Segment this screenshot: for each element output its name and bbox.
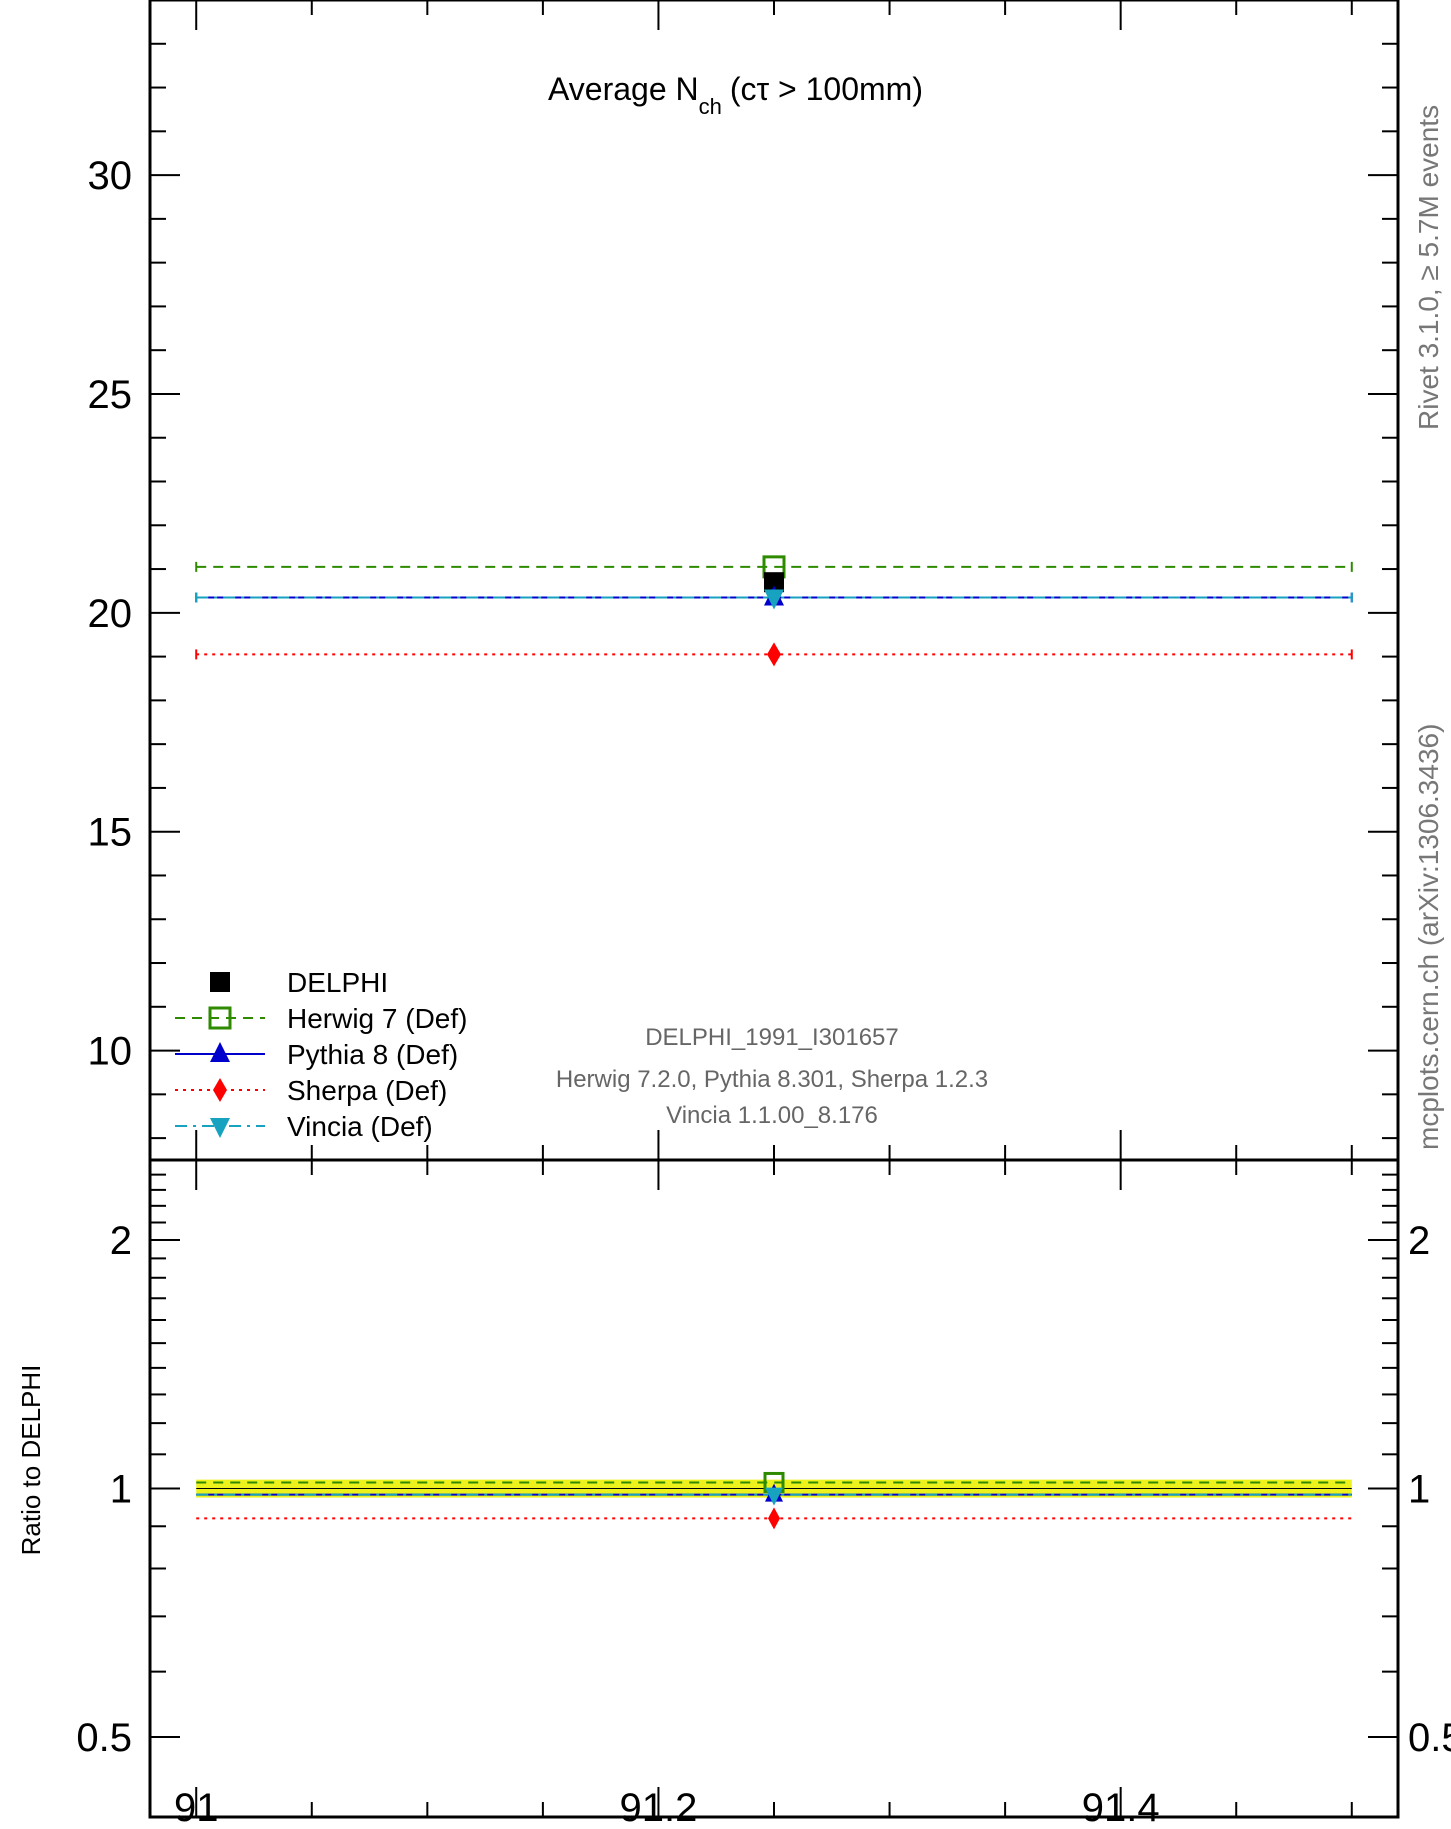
- ratio-point-vincia-def: [765, 1487, 783, 1506]
- ratio-y-tick-label: 1: [110, 1468, 132, 1512]
- ratio-ylabel: Ratio to DELPHI: [16, 1365, 46, 1556]
- ratio-y-tick-label-right: 1: [1408, 1468, 1430, 1512]
- main-markers: [762, 555, 786, 667]
- legend-marker-vincia-def: [210, 1118, 230, 1138]
- tick-labels: 91 91.2 91.4 10 15 20 25 30 0.5 0.5 1 1 2 2: [76, 154, 1451, 1829]
- x-tick-label: 91.4: [1082, 1786, 1160, 1829]
- legend-label-herwig-7-def: Herwig 7 (Def): [287, 1003, 467, 1034]
- info-line-1: DELPHI_1991_I301657: [645, 1024, 899, 1051]
- mcplots-label: mcplots.cern.ch (arXiv:1306.3436): [1413, 724, 1444, 1150]
- ratio-y-tick-label: 2: [110, 1219, 132, 1263]
- y-tick-label: 30: [88, 154, 133, 198]
- axis-ticks: [150, 0, 1398, 1818]
- ratio-y-tick-label-right: 2: [1408, 1219, 1430, 1263]
- ratio-point-sherpa-def: [768, 1507, 780, 1530]
- ratio-y-tick-label-right: 0.5: [1408, 1716, 1451, 1760]
- legend-marker-herwig-7-def: [208, 1006, 232, 1030]
- legend-label-vincia-def: Vincia (Def): [287, 1111, 433, 1142]
- chart-title-main: Average N: [548, 71, 699, 107]
- y-tick-label: 20: [88, 592, 133, 636]
- legend-label-delphi: DELPHI: [287, 967, 388, 998]
- x-tick-label: 91: [174, 1786, 219, 1829]
- legend-label-sherpa-def: Sherpa (Def): [287, 1075, 447, 1106]
- legend-label-pythia-8-def: Pythia 8 (Def): [287, 1039, 458, 1070]
- ratio-markers: [763, 1471, 785, 1530]
- chart-title-rest: (cτ > 100mm): [730, 71, 923, 107]
- main-point-vincia-def: [764, 589, 784, 610]
- y-tick-label: 25: [88, 373, 133, 417]
- rivet-label: Rivet 3.1.0, ≥ 5.7M events: [1413, 105, 1444, 430]
- x-tick-label: 91.2: [620, 1786, 698, 1829]
- main-point-delphi: [764, 572, 784, 593]
- ratio-y-tick-label: 0.5: [76, 1716, 132, 1760]
- y-tick-label: 10: [88, 1030, 133, 1074]
- main-point-sherpa-def: [767, 642, 781, 667]
- info-line-3: Vincia 1.1.00_8.176: [666, 1102, 878, 1129]
- y-tick-label: 15: [88, 811, 133, 855]
- chart-title: Average Nch (cτ > 100mm): [548, 71, 923, 119]
- info-line-2: Herwig 7.2.0, Pythia 8.301, Sherpa 1.2.3: [556, 1066, 988, 1093]
- legend: DELPHI Herwig 7 (Def) Pythia 8 (Def) Sherpa…: [175, 967, 467, 1142]
- legend-marker-sherpa-def: [213, 1078, 227, 1102]
- chart-title-subscript: ch: [699, 94, 722, 119]
- legend-marker-pythia-8-def: [210, 1042, 230, 1062]
- legend-marker-delphi: [210, 972, 230, 992]
